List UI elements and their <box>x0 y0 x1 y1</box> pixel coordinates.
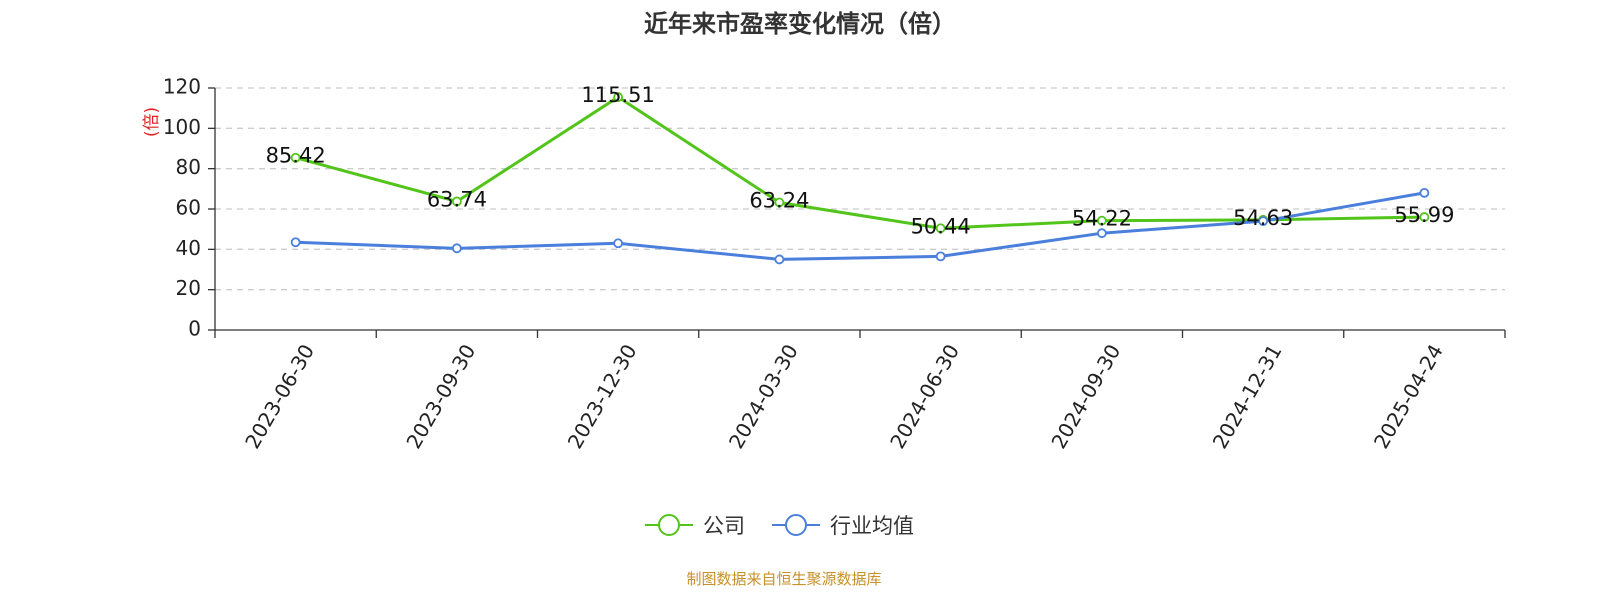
data-point <box>1419 212 1430 222</box>
x-tick-label: 2024-12-31 <box>1208 340 1287 453</box>
data-point <box>290 237 301 248</box>
data-label: 63.74 <box>427 187 487 211</box>
data-point <box>935 251 946 262</box>
source-note: 制图数据来自恒生聚源数据库 <box>686 570 881 588</box>
data-point <box>774 197 785 208</box>
y-tick-label: 0 <box>188 317 201 341</box>
legend-item-0[interactable]: 公司 <box>645 514 745 538</box>
data-point <box>1096 215 1107 226</box>
legend-label: 行业均值 <box>830 514 914 538</box>
data-label: 85.42 <box>266 144 326 168</box>
data-point <box>451 243 462 254</box>
x-tick-label: 2024-06-30 <box>885 340 964 453</box>
x-tick-label: 2023-06-30 <box>240 340 319 453</box>
data-label: 55.99 <box>1394 203 1454 227</box>
x-tick-label: 2023-09-30 <box>401 340 480 453</box>
grid-lines <box>215 87 1505 291</box>
series-lines <box>290 92 1430 265</box>
data-label: 54.63 <box>1233 206 1293 230</box>
y-tick-label: 20 <box>176 276 201 300</box>
data-label: 50.44 <box>911 214 971 238</box>
x-tick-label: 2025-04-24 <box>1369 340 1448 453</box>
chart-title: 近年来市盈率变化情况（倍） <box>644 10 956 38</box>
data-point <box>613 238 624 249</box>
data-point <box>290 152 301 163</box>
data-label: 63.24 <box>749 188 809 212</box>
series-line-1 <box>295 191 1425 261</box>
x-tick-label: 2024-03-30 <box>724 340 803 453</box>
legend-label: 公司 <box>703 514 745 538</box>
y-axis-label: (倍) <box>142 107 162 137</box>
legend[interactable]: 公司 行业均值 <box>645 514 914 538</box>
axes: 0 20 40 60 80 100 120 2023-06-30 2023-09-30 2023-… <box>163 75 1506 453</box>
y-tick-label: 60 <box>176 196 201 220</box>
data-label: 115.51 <box>581 83 654 107</box>
data-point <box>935 223 946 234</box>
data-point <box>774 254 785 265</box>
data-label: 54.22 <box>1072 207 1132 231</box>
series-line-0 <box>295 95 1425 230</box>
data-point <box>1258 216 1269 227</box>
data-point <box>451 196 462 207</box>
legend-item-1[interactable]: 行业均值 <box>772 514 914 538</box>
x-tick-label: 2024-09-30 <box>1046 340 1125 453</box>
data-labels: 85.42 63.74 115.51 63.24 50.44 54.22 54.63 55.9… <box>266 83 1455 238</box>
legend-marker <box>658 514 680 536</box>
y-tick-label: 100 <box>163 115 201 139</box>
data-point <box>613 92 624 102</box>
x-tick-label: 2023-12-30 <box>563 340 642 453</box>
data-point <box>1419 187 1430 198</box>
data-point <box>1096 228 1107 239</box>
legend-marker <box>785 514 807 536</box>
y-tick-label: 80 <box>176 155 201 179</box>
y-tick-label: 40 <box>176 236 201 260</box>
y-tick-label: 120 <box>163 75 201 99</box>
